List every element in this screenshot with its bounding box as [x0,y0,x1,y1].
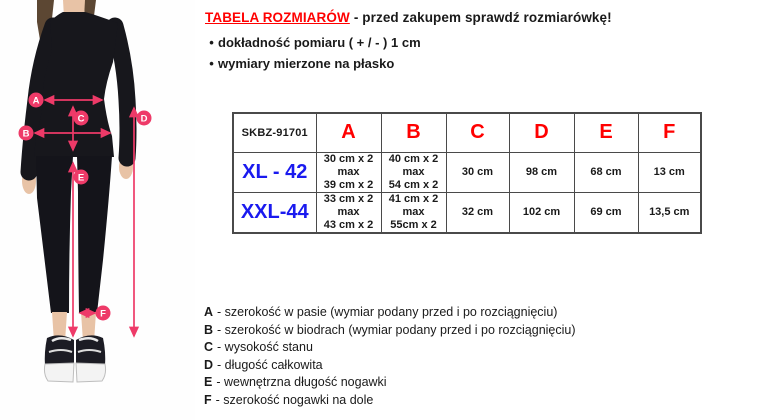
column-header-d: D [508,112,575,153]
bullet-item: • wymiary mierzone na płasko [205,53,765,74]
legend-item: A- szerokość w pasie (wymiar podany prze… [204,304,576,322]
legend-key: E [204,375,213,390]
measure-label-e: E [78,173,84,184]
size-label: XXL-44 [232,191,317,233]
legend-text: - szerokość w pasie (wymiar podany przed… [217,305,558,319]
bullet-item: • dokładność pomiaru ( + / - ) 1 cm [205,32,765,53]
legend-text: - szerokość nogawki na dole [215,392,374,407]
column-header-c: C [445,112,510,153]
model-ankles [52,312,96,342]
page-title-highlight: TABELA ROZMIARÓW [205,10,350,25]
bullet-text: dokładność pomiaru ( + / - ) 1 cm [218,35,421,50]
legend-item: E- wewnętrzna długość nogawki [204,374,576,392]
product-code: SKBZ-91701 [232,112,317,153]
model-figure: A B C D E F [18,0,152,383]
legend-text: - wewnętrzna długość nogawki [216,375,387,390]
table-row: XL - 42 30 cm x 2 max 39 cm x 2 40 cm x … [232,151,702,193]
value-cell: 41 cm x 2 max 55cm x 2 [380,191,447,233]
value-cell: 13 cm [637,151,702,193]
value-cell: 102 cm [508,191,575,233]
legend-key: B [204,322,214,337]
column-header-a: A [315,112,382,153]
measurement-labels: A B C D E F [18,92,152,321]
legend-text: - długość całkowita [217,357,323,372]
value-cell: 98 cm [508,151,575,193]
value-cell: 40 cm x 2 max 54 cm x 2 [380,151,447,193]
measurement-overlay [33,94,140,338]
legend-key: D [204,357,214,372]
measure-label-f: F [100,309,106,320]
size-table-container: SKBZ-91701 A B C D E F XL - 42 30 cm x 2… [232,112,702,234]
measure-label-a: A [33,96,40,107]
legend-key: F [204,392,212,407]
model-sneakers [43,335,107,383]
table-row: XXL-44 33 cm x 2 max 43 cm x 2 41 cm x 2… [232,191,702,233]
value-cell: 30 cm x 2 max 39 cm x 2 [315,151,382,193]
legend-text: - wysokość stanu [217,340,313,355]
header-block: TABELA ROZMIARÓW - przed zakupem sprawdź … [205,10,765,74]
legend-key: C [204,340,214,355]
measure-label-d: D [141,114,148,125]
bullet-icon: • [209,35,214,50]
value-cell: 32 cm [445,191,510,233]
legend-item: B- szerokość w biodrach (wymiar podany p… [204,322,576,340]
measure-label-b: B [23,129,30,140]
column-header-f: F [637,112,702,153]
value-cell: 33 cm x 2 max 43 cm x 2 [315,191,382,233]
legend-item: D- długość całkowita [204,357,576,375]
value-cell: 68 cm [573,151,639,193]
page-title: TABELA ROZMIARÓW - przed zakupem sprawdź … [205,10,765,25]
legend-item: C- wysokość stanu [204,339,576,357]
legend-item: F- szerokość nogawki na dole [204,392,576,410]
bullet-text: wymiary mierzone na płasko [218,56,395,71]
measurement-legend: A- szerokość w pasie (wymiar podany prze… [204,304,576,410]
size-label: XL - 42 [232,151,317,193]
column-header-e: E [573,112,639,153]
size-table: SKBZ-91701 A B C D E F XL - 42 30 cm x 2… [232,112,702,234]
column-header-b: B [380,112,447,153]
measure-label-c: C [78,114,85,125]
model-sweater [34,12,118,157]
value-cell: 30 cm [445,151,510,193]
value-cell: 13,5 cm [637,191,702,233]
legend-text: - szerokość w biodrach (wymiar podany pr… [217,322,576,337]
value-cell: 69 cm [573,191,639,233]
table-header-row: SKBZ-91701 A B C D E F [232,112,702,153]
page-title-rest: - przed zakupem sprawdź rozmiarówkę! [353,10,612,25]
legend-key: A [204,305,214,319]
bullet-icon: • [209,56,214,71]
model-leggings [36,156,112,313]
bullet-list: • dokładność pomiaru ( + / - ) 1 cm • wy… [205,32,765,74]
model-photo: A B C D E F [0,0,195,420]
